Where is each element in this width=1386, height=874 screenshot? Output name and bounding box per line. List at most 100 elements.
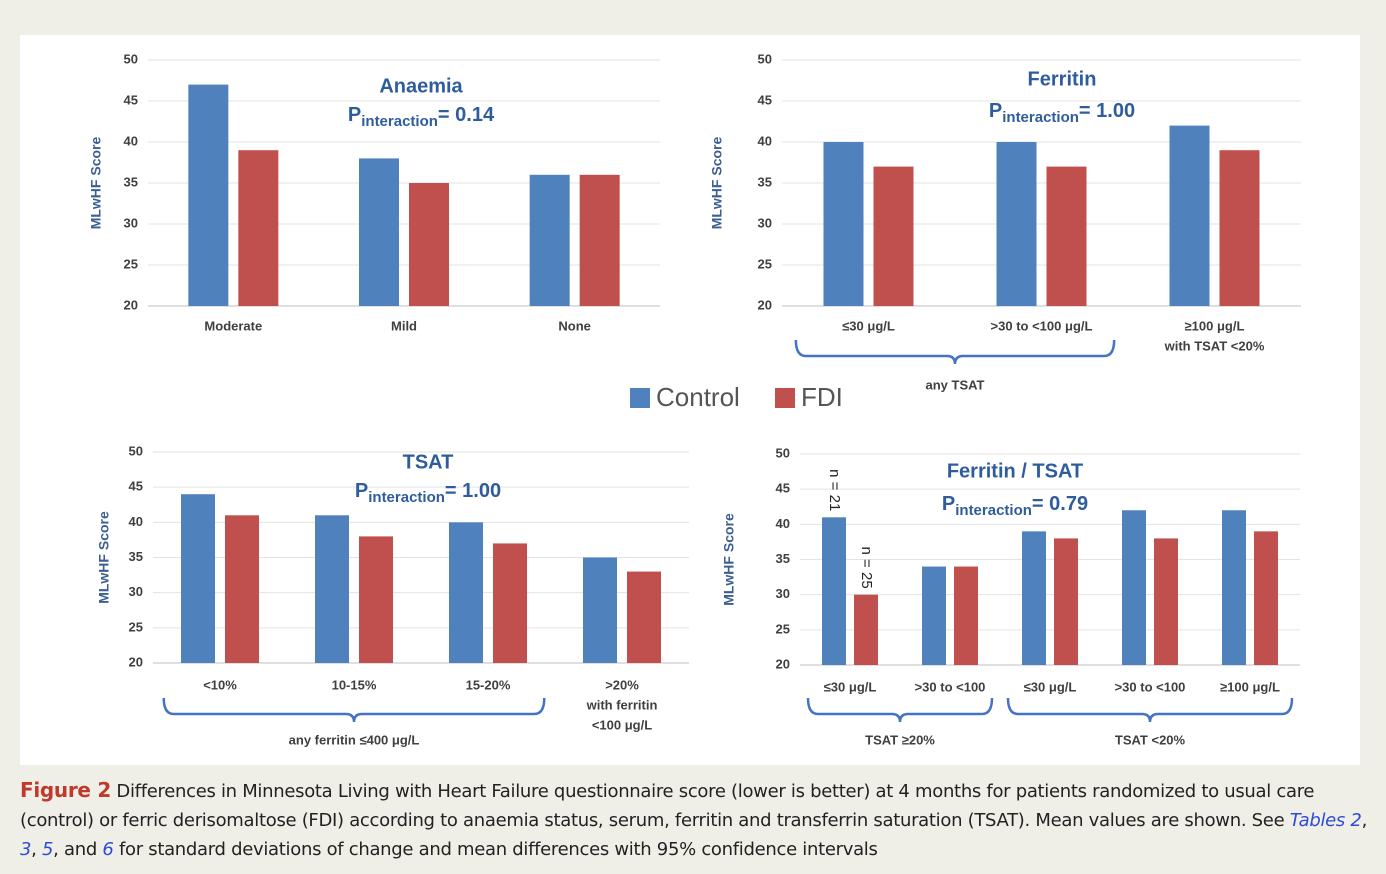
y-tick-label: 25 <box>758 256 772 271</box>
x-tick-label: 10-15% <box>332 677 377 692</box>
x-tick-label: ≤30 μg/L <box>842 318 895 333</box>
y-tick-label: 45 <box>129 479 143 494</box>
y-tick-label: 35 <box>124 174 138 189</box>
bar <box>873 166 914 306</box>
bar <box>1046 166 1087 306</box>
group-label: TSAT <20% <box>1115 732 1186 747</box>
sample-size: n = 21 <box>826 469 843 511</box>
bar <box>359 158 399 306</box>
bar <box>954 566 978 665</box>
y-tick-label: 30 <box>758 215 772 230</box>
table-link[interactable]: 6 <box>102 839 114 860</box>
bar <box>583 557 617 663</box>
chart-title: Anaemia <box>379 75 463 97</box>
group-label: any ferritin ≤400 μg/L <box>289 732 420 747</box>
x-tick-label: <100 μg/L <box>592 717 652 732</box>
y-tick-label: 25 <box>776 621 790 636</box>
bar <box>181 494 215 663</box>
x-tick-label: >30 to <100 <box>915 679 986 694</box>
bar <box>1154 538 1178 665</box>
bar <box>1054 538 1078 665</box>
y-tick-label: 50 <box>776 445 790 460</box>
p-subscript: interaction <box>1002 109 1079 126</box>
bar <box>315 515 349 663</box>
bar <box>996 142 1037 306</box>
x-tick-label: ≥100 μg/L <box>1220 679 1280 694</box>
y-tick-label: 35 <box>758 174 772 189</box>
bar <box>1222 510 1246 665</box>
bar <box>854 594 878 665</box>
p-subscript: interaction <box>955 502 1032 519</box>
group-bracket <box>794 339 1116 365</box>
bar <box>1122 510 1146 665</box>
y-tick-label: 20 <box>776 656 790 671</box>
bar <box>1219 150 1260 306</box>
y-axis-label: MLwHF Score <box>709 137 725 230</box>
caption-text: Differences in Minnesota Living with Hea… <box>20 781 1315 831</box>
chart-title: TSAT <box>403 451 454 473</box>
y-tick-label: 45 <box>124 92 138 107</box>
x-tick-label: ≤30 μg/L <box>1024 679 1077 694</box>
y-axis-label: MLwHF Score <box>88 137 104 230</box>
x-tick-label: None <box>558 318 591 333</box>
bar <box>579 174 620 306</box>
y-tick-label: 40 <box>758 133 772 148</box>
legend-label: FDI <box>801 382 843 412</box>
group-bracket <box>806 697 994 723</box>
caption-text: , <box>31 839 42 860</box>
table-link[interactable]: 5 <box>42 839 54 860</box>
p-interaction: Pinteraction= 1.00 <box>989 100 1135 126</box>
y-tick-label: 30 <box>124 215 138 230</box>
x-tick-label: >30 to <100 μg/L <box>991 318 1093 333</box>
y-tick-label: 25 <box>129 619 143 634</box>
p-interaction: Pinteraction= 0.14 <box>348 104 495 130</box>
group-bracket <box>1006 697 1294 723</box>
y-tick-label: 20 <box>124 297 138 312</box>
bar <box>188 84 229 306</box>
caption-text: for standard deviations of change and me… <box>113 839 878 860</box>
group-label: TSAT ≥20% <box>865 732 935 747</box>
p-value: = 1.00 <box>445 480 501 502</box>
y-tick-label: 20 <box>129 654 143 669</box>
y-axis-label: MLwHF Score <box>96 511 112 604</box>
chart-title: Ferritin / TSAT <box>947 460 1083 482</box>
bar <box>627 571 661 663</box>
table-link[interactable]: 3 <box>20 839 32 860</box>
chart-title: Ferritin <box>1028 68 1097 90</box>
bar <box>225 515 259 663</box>
y-tick-label: 20 <box>758 297 772 312</box>
y-tick-label: 30 <box>776 586 790 601</box>
legend-swatch <box>630 388 650 408</box>
bar <box>1254 531 1278 665</box>
x-tick-label: ≤30 μg/L <box>824 679 877 694</box>
caption-text: , <box>1361 810 1368 831</box>
group-bracket <box>162 697 546 723</box>
p-symbol: P <box>355 480 368 502</box>
p-value: = 0.79 <box>1032 493 1088 515</box>
bar <box>822 517 846 665</box>
y-tick-label: 45 <box>758 92 772 107</box>
p-symbol: P <box>348 104 361 126</box>
x-tick-label: >20% <box>605 677 639 692</box>
caption-text: , and <box>53 839 103 860</box>
p-symbol: P <box>942 493 955 515</box>
bar <box>359 536 393 663</box>
bar <box>449 522 483 663</box>
y-tick-label: 35 <box>776 551 790 566</box>
p-subscript: interaction <box>361 113 438 130</box>
x-tick-label: with TSAT <20% <box>1164 338 1265 353</box>
bar <box>1169 125 1210 306</box>
y-tick-label: 25 <box>124 256 138 271</box>
p-interaction: Pinteraction= 0.79 <box>942 493 1088 519</box>
y-tick-label: 45 <box>776 481 790 496</box>
x-tick-label: >30 to <100 <box>1115 679 1186 694</box>
table-link[interactable]: Tables 2 <box>1289 810 1362 831</box>
x-tick-label: 15-20% <box>466 677 511 692</box>
bar <box>493 543 527 663</box>
sample-size: n = 25 <box>858 547 875 589</box>
x-tick-label: Moderate <box>204 318 262 333</box>
y-axis-label: MLwHF Score <box>721 513 737 606</box>
x-tick-label: <10% <box>203 677 237 692</box>
y-tick-label: 35 <box>129 549 143 564</box>
bar <box>922 566 946 665</box>
